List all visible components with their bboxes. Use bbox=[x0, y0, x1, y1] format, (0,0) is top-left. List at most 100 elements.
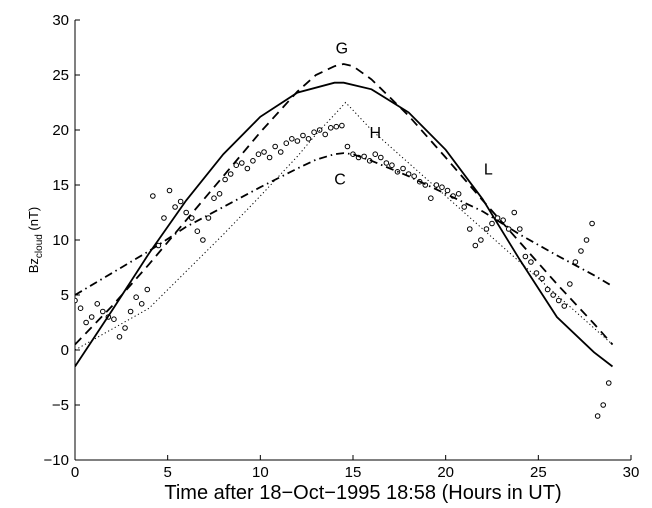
data-point bbox=[156, 243, 161, 248]
data-point bbox=[84, 320, 89, 325]
data-point bbox=[256, 152, 261, 157]
data-point bbox=[467, 227, 472, 232]
data-point bbox=[139, 302, 144, 307]
y-tick-label: −10 bbox=[44, 452, 69, 469]
data-point bbox=[123, 326, 128, 331]
data-point bbox=[556, 298, 561, 303]
data-point bbox=[384, 161, 389, 166]
y-tick-label: 30 bbox=[52, 12, 69, 29]
curve-label-C: C bbox=[334, 171, 346, 188]
data-point bbox=[379, 155, 384, 160]
data-point bbox=[562, 304, 567, 309]
data-point bbox=[373, 152, 378, 157]
data-point bbox=[545, 287, 550, 292]
x-tick-label: 0 bbox=[71, 464, 79, 481]
data-point bbox=[440, 185, 445, 190]
data-point bbox=[340, 123, 345, 128]
data-point bbox=[390, 163, 395, 168]
data-point bbox=[245, 166, 250, 171]
data-point bbox=[284, 141, 289, 146]
x-tick-label: 25 bbox=[530, 464, 547, 481]
data-point bbox=[151, 194, 156, 199]
data-point bbox=[201, 238, 206, 243]
y-tick-label: 10 bbox=[52, 232, 69, 249]
data-point bbox=[323, 132, 328, 137]
data-point bbox=[89, 315, 94, 320]
data-point bbox=[240, 161, 245, 166]
data-point bbox=[306, 137, 311, 142]
data-point bbox=[101, 309, 106, 314]
x-axis-label: Time after 18−Oct−1995 18:58 (Hours in U… bbox=[164, 482, 561, 504]
data-point bbox=[267, 155, 272, 160]
data-point bbox=[95, 302, 100, 307]
data-point bbox=[434, 183, 439, 188]
y-tick-label: −5 bbox=[52, 397, 69, 414]
data-point bbox=[290, 137, 295, 142]
data-point bbox=[568, 282, 573, 287]
x-tick-label: 20 bbox=[437, 464, 454, 481]
curve-H bbox=[75, 103, 613, 351]
series-group bbox=[73, 64, 613, 418]
data-point bbox=[328, 126, 333, 131]
data-point bbox=[490, 221, 495, 226]
data-point bbox=[262, 150, 267, 155]
data-point bbox=[601, 403, 606, 408]
data-point bbox=[162, 216, 167, 221]
data-point bbox=[206, 216, 211, 221]
y-tick-label: 0 bbox=[61, 342, 69, 359]
data-point bbox=[579, 249, 584, 254]
data-point bbox=[462, 205, 467, 210]
data-point bbox=[479, 238, 484, 243]
data-point bbox=[518, 227, 523, 232]
data-point bbox=[540, 276, 545, 281]
data-point bbox=[73, 298, 78, 303]
data-point bbox=[473, 243, 478, 248]
y-tick-label: 20 bbox=[52, 122, 69, 139]
y-axis-label: Bzcloud (nT) bbox=[26, 207, 45, 274]
data-point bbox=[195, 229, 200, 234]
data-point bbox=[523, 254, 528, 259]
data-point bbox=[551, 293, 556, 298]
data-point bbox=[584, 238, 589, 243]
plot-area: 0 5 10 15 20 25 30−10−5051015202530Time after … bbox=[26, 12, 639, 504]
curve-label-L: L bbox=[484, 162, 493, 179]
data-point bbox=[134, 295, 139, 300]
data-point bbox=[184, 210, 189, 215]
data-point bbox=[112, 317, 117, 322]
data-point bbox=[529, 260, 534, 265]
data-point bbox=[312, 130, 317, 135]
data-point bbox=[178, 199, 183, 204]
x-tick-label: 30 bbox=[623, 464, 640, 481]
data-point bbox=[78, 306, 83, 311]
curve-G bbox=[75, 64, 613, 345]
data-point bbox=[512, 210, 517, 215]
y-tick-label: 25 bbox=[52, 67, 69, 84]
x-tick-label: 10 bbox=[252, 464, 269, 481]
data-point bbox=[412, 174, 417, 179]
data-point bbox=[606, 381, 611, 386]
data-point bbox=[595, 414, 600, 419]
data-point bbox=[212, 196, 217, 201]
x-tick-label: 15 bbox=[345, 464, 362, 481]
data-point bbox=[173, 205, 178, 210]
data-point bbox=[456, 192, 461, 197]
data-point bbox=[590, 221, 595, 226]
data-point bbox=[145, 287, 150, 292]
data-point bbox=[217, 192, 222, 197]
data-point bbox=[345, 144, 350, 149]
data-point bbox=[317, 128, 322, 133]
data-point bbox=[223, 177, 228, 182]
data-point bbox=[301, 133, 306, 138]
x-tick-label: 5 bbox=[163, 464, 171, 481]
data-point bbox=[117, 335, 122, 340]
data-point bbox=[278, 150, 283, 155]
y-tick-label: 15 bbox=[52, 177, 69, 194]
data-point bbox=[401, 166, 406, 171]
data-point bbox=[167, 188, 172, 193]
curve-label-G: G bbox=[336, 41, 348, 58]
curve-label-H: H bbox=[369, 125, 381, 142]
data-point bbox=[295, 139, 300, 144]
data-point bbox=[251, 159, 256, 164]
data-point bbox=[273, 144, 278, 149]
